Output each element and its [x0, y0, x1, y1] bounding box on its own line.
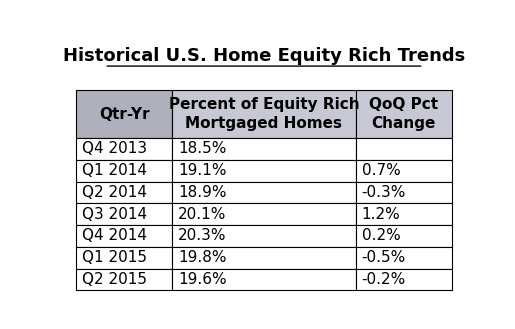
Text: Historical U.S. Home Equity Rich Trends: Historical U.S. Home Equity Rich Trends [63, 47, 465, 65]
Bar [173, 90, 355, 138]
Text: Q4 2014: Q4 2014 [82, 228, 147, 243]
Bar [355, 203, 452, 225]
Bar [355, 225, 452, 247]
Text: 19.1%: 19.1% [178, 163, 227, 178]
Bar [173, 203, 355, 225]
Bar [76, 182, 173, 203]
Text: 18.9%: 18.9% [178, 185, 227, 200]
Text: 20.3%: 20.3% [178, 228, 227, 243]
Text: Qtr-Yr: Qtr-Yr [99, 107, 150, 122]
Text: Q4 2013: Q4 2013 [82, 141, 147, 156]
Bar [355, 247, 452, 268]
Text: QoQ Pct
Change: QoQ Pct Change [369, 97, 438, 131]
Bar [76, 203, 173, 225]
Bar [173, 247, 355, 268]
Bar [173, 182, 355, 203]
Text: Q3 2014: Q3 2014 [82, 207, 147, 222]
Text: 20.1%: 20.1% [178, 207, 227, 222]
Text: Q1 2015: Q1 2015 [82, 250, 147, 265]
Text: -0.3%: -0.3% [362, 185, 406, 200]
Text: -0.2%: -0.2% [362, 272, 406, 287]
Bar [76, 138, 173, 160]
Bar [173, 225, 355, 247]
Bar [76, 247, 173, 268]
Text: 1.2%: 1.2% [362, 207, 400, 222]
Bar [173, 268, 355, 290]
Text: Q2 2015: Q2 2015 [82, 272, 147, 287]
Text: Q2 2014: Q2 2014 [82, 185, 147, 200]
Bar [355, 160, 452, 182]
Text: 18.5%: 18.5% [178, 141, 227, 156]
Text: Percent of Equity Rich
Mortgaged Homes: Percent of Equity Rich Mortgaged Homes [168, 97, 359, 131]
Bar [355, 268, 452, 290]
Bar [76, 268, 173, 290]
Bar [173, 160, 355, 182]
Bar [173, 138, 355, 160]
Bar [355, 138, 452, 160]
Text: 0.7%: 0.7% [362, 163, 400, 178]
Text: 19.6%: 19.6% [178, 272, 227, 287]
Bar [355, 90, 452, 138]
Text: -0.5%: -0.5% [362, 250, 406, 265]
Bar [355, 182, 452, 203]
Bar [76, 90, 173, 138]
Text: Q1 2014: Q1 2014 [82, 163, 147, 178]
Bar [76, 160, 173, 182]
Text: 19.8%: 19.8% [178, 250, 227, 265]
Bar [76, 225, 173, 247]
Text: 0.2%: 0.2% [362, 228, 400, 243]
